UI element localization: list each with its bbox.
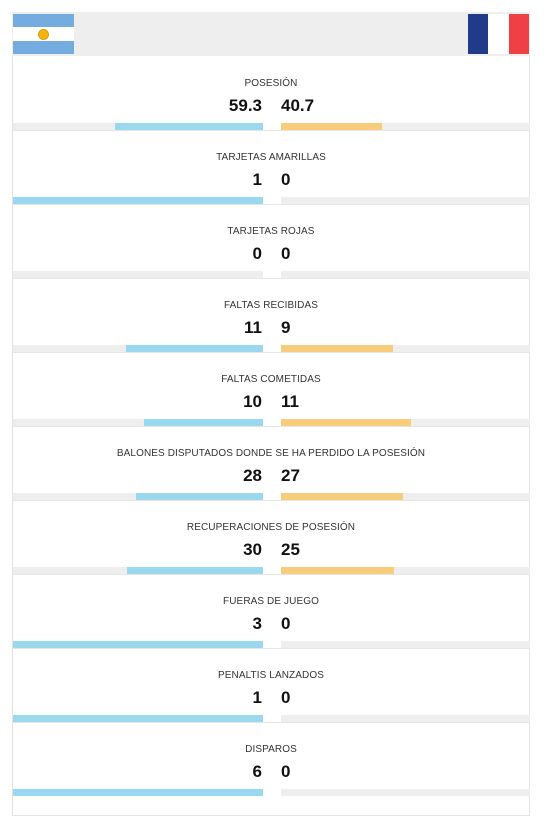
away-bar-fill	[281, 493, 404, 500]
away-bar-track	[281, 345, 530, 352]
away-value: 11	[281, 392, 299, 411]
home-bar-fill	[135, 493, 263, 500]
away-value: 40.7	[281, 96, 315, 115]
sun-of-may-icon	[39, 29, 48, 39]
france-flag-icon	[468, 14, 529, 54]
home-bar-fill	[125, 345, 263, 352]
away-bar-fill	[281, 419, 412, 426]
away-value: 25	[281, 540, 300, 559]
away-bar-track	[281, 419, 530, 426]
away-bar-fill	[281, 567, 395, 574]
away-value: 0	[281, 614, 291, 633]
home-bar-fill	[144, 419, 263, 426]
row-divider	[13, 130, 529, 131]
home-value: 1	[252, 688, 262, 707]
stat-label: PENALTIS LANZADOS	[218, 670, 324, 681]
away-value: 9	[281, 318, 291, 337]
home-bar-fill	[114, 123, 263, 130]
home-bar-track	[13, 419, 263, 426]
away-value: 0	[281, 688, 291, 707]
away-value: 0	[281, 244, 291, 263]
stat-label: FALTAS COMETIDAS	[221, 374, 321, 385]
away-value: 0	[281, 170, 291, 189]
home-bar-fill	[13, 641, 263, 648]
stat-label: TARJETAS ROJAS	[227, 226, 315, 237]
row-divider	[13, 500, 529, 501]
home-bar-track	[13, 271, 263, 278]
stat-row: TARJETAS AMARILLAS 1 0	[13, 130, 530, 204]
away-bar-track	[281, 271, 530, 278]
stat-label: FALTAS RECIBIDAS	[223, 300, 319, 311]
stat-row: FALTAS COMETIDAS 10 11	[13, 352, 530, 426]
stat-label: DISPAROS	[245, 744, 297, 755]
row-divider	[13, 574, 529, 575]
away-bar-track	[281, 789, 530, 796]
stat-row: RECUPERACIONES DE POSESIÓN 30 25	[13, 500, 530, 574]
away-bar-track	[281, 641, 530, 648]
row-divider	[13, 722, 529, 723]
stat-row: BALONES DISPUTADOS DONDE SE HA PERDIDO L…	[13, 426, 530, 500]
stat-label: BALONES DISPUTADOS DONDE SE HA PERDIDO L…	[116, 448, 426, 459]
away-bar-fill	[281, 123, 383, 130]
home-bar-fill	[13, 715, 263, 722]
home-value: 30	[243, 540, 262, 559]
home-value: 3	[252, 614, 262, 633]
row-divider	[13, 352, 529, 353]
stat-row: FUERAS DE JUEGO 3 0	[13, 574, 530, 648]
stat-row: PENALTIS LANZADOS 1 0	[13, 648, 530, 722]
home-bar-track	[13, 493, 263, 500]
home-value: 10	[243, 392, 262, 411]
home-value: 1	[252, 170, 262, 189]
home-bar-track	[13, 641, 263, 648]
home-bar-track	[13, 789, 263, 796]
row-divider	[13, 648, 529, 649]
row-divider	[13, 426, 529, 427]
home-value: 28	[243, 466, 262, 485]
stat-row: FALTAS RECIBIDAS 11 9	[13, 278, 530, 352]
away-bar-fill	[281, 345, 394, 352]
away-bar-track	[281, 197, 530, 204]
home-bar-track	[13, 123, 263, 130]
home-value: 59.3	[228, 96, 262, 115]
stat-label: TARJETAS AMARILLAS	[216, 152, 326, 163]
home-value: 11	[244, 318, 262, 337]
home-bar-track	[13, 197, 263, 204]
home-bar-fill	[13, 197, 263, 204]
argentina-flag-icon	[13, 14, 74, 54]
row-divider	[13, 278, 529, 279]
home-bar-fill	[13, 789, 263, 796]
away-bar-track	[281, 715, 530, 722]
stat-label: POSESIÓN	[244, 78, 298, 89]
home-bar-track	[13, 715, 263, 722]
stat-label: FUERAS DE JUEGO	[223, 596, 319, 607]
teams-header	[12, 12, 530, 56]
stat-row: POSESIÓN 59.3 40.7	[13, 56, 530, 130]
stat-label: RECUPERACIONES DE POSESIÓN	[186, 522, 356, 533]
home-bar-fill	[126, 567, 263, 574]
away-bar-track	[281, 123, 530, 130]
stats-list: POSESIÓN 59.3 40.7 TARJETAS AMARILLAS 1 0 TARJ…	[12, 56, 530, 816]
away-bar-track	[281, 567, 530, 574]
stat-row: TARJETAS ROJAS 0 0	[13, 204, 530, 278]
home-value: 6	[252, 762, 262, 781]
away-value: 0	[281, 762, 291, 781]
home-bar-track	[13, 567, 263, 574]
home-bar-track	[13, 345, 263, 352]
away-value: 27	[281, 466, 300, 485]
row-divider	[13, 204, 529, 205]
home-value: 0	[252, 244, 262, 263]
stat-row: DISPAROS 6 0	[13, 722, 530, 796]
away-bar-track	[281, 493, 530, 500]
